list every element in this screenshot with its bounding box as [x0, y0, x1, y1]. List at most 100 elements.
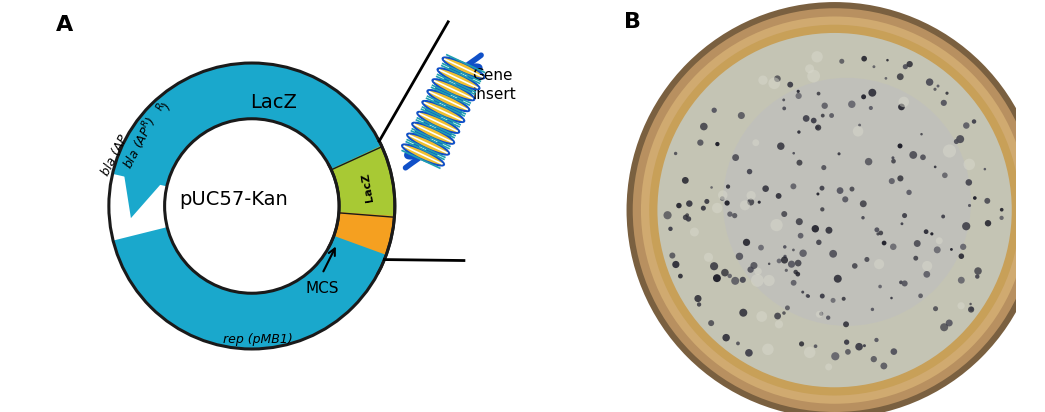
- Polygon shape: [332, 212, 395, 260]
- Circle shape: [768, 77, 781, 89]
- Circle shape: [783, 107, 786, 110]
- Circle shape: [899, 281, 903, 284]
- Circle shape: [785, 305, 790, 310]
- Circle shape: [845, 349, 851, 355]
- Circle shape: [751, 274, 764, 287]
- Circle shape: [758, 201, 761, 204]
- Circle shape: [882, 241, 886, 246]
- Text: bla (AP$^R$): bla (AP$^R$): [120, 114, 161, 172]
- Circle shape: [963, 122, 970, 129]
- Circle shape: [796, 218, 803, 225]
- Circle shape: [747, 267, 753, 273]
- Circle shape: [924, 271, 930, 278]
- Circle shape: [743, 239, 750, 246]
- Circle shape: [933, 88, 936, 91]
- Circle shape: [795, 272, 800, 276]
- Circle shape: [820, 294, 825, 299]
- Circle shape: [704, 253, 713, 262]
- Circle shape: [968, 204, 971, 207]
- Circle shape: [747, 199, 754, 206]
- Circle shape: [890, 243, 897, 250]
- Circle shape: [861, 216, 864, 220]
- Circle shape: [739, 309, 747, 317]
- Circle shape: [721, 269, 728, 276]
- Circle shape: [686, 213, 689, 217]
- Circle shape: [799, 341, 805, 346]
- Circle shape: [890, 297, 892, 299]
- Circle shape: [804, 346, 815, 358]
- Circle shape: [940, 100, 947, 106]
- Circle shape: [890, 348, 898, 355]
- Circle shape: [870, 308, 874, 311]
- Circle shape: [999, 216, 1003, 220]
- Circle shape: [802, 290, 805, 294]
- Circle shape: [820, 207, 825, 211]
- Circle shape: [973, 196, 977, 200]
- Polygon shape: [330, 143, 393, 191]
- Circle shape: [957, 302, 965, 309]
- Polygon shape: [333, 187, 387, 255]
- Circle shape: [704, 199, 710, 204]
- Circle shape: [934, 246, 940, 253]
- Circle shape: [701, 206, 705, 211]
- Circle shape: [921, 133, 923, 136]
- Circle shape: [694, 295, 701, 302]
- Circle shape: [776, 259, 782, 263]
- Circle shape: [627, 2, 1043, 412]
- Circle shape: [881, 363, 887, 370]
- Circle shape: [968, 307, 974, 313]
- Circle shape: [672, 261, 679, 268]
- Circle shape: [670, 253, 675, 259]
- Circle shape: [774, 313, 781, 319]
- Circle shape: [966, 179, 972, 186]
- Circle shape: [942, 173, 948, 178]
- Circle shape: [682, 177, 689, 184]
- Circle shape: [906, 61, 913, 67]
- Circle shape: [686, 216, 691, 222]
- Circle shape: [783, 245, 787, 249]
- Circle shape: [826, 227, 833, 234]
- Circle shape: [891, 156, 895, 159]
- Circle shape: [972, 119, 976, 124]
- Circle shape: [793, 270, 798, 274]
- Circle shape: [850, 187, 855, 192]
- Circle shape: [811, 118, 816, 124]
- Circle shape: [754, 268, 762, 275]
- Circle shape: [874, 259, 884, 269]
- Ellipse shape: [422, 101, 464, 122]
- Circle shape: [898, 103, 905, 110]
- Circle shape: [632, 8, 1037, 412]
- Circle shape: [960, 244, 967, 250]
- Circle shape: [713, 274, 721, 282]
- Text: A: A: [55, 14, 73, 35]
- Circle shape: [868, 89, 877, 97]
- Circle shape: [984, 198, 991, 204]
- Circle shape: [834, 275, 842, 283]
- Text: LacZ: LacZ: [250, 94, 297, 112]
- Circle shape: [843, 321, 849, 327]
- Circle shape: [690, 227, 699, 236]
- Circle shape: [884, 77, 887, 80]
- Circle shape: [747, 169, 752, 174]
- Circle shape: [815, 124, 821, 131]
- Circle shape: [849, 101, 856, 108]
- Circle shape: [920, 154, 926, 160]
- Circle shape: [879, 231, 883, 235]
- Circle shape: [759, 75, 768, 85]
- Circle shape: [819, 312, 823, 316]
- Circle shape: [668, 227, 673, 231]
- Circle shape: [740, 200, 750, 211]
- Polygon shape: [331, 145, 395, 221]
- Circle shape: [903, 64, 908, 69]
- Circle shape: [795, 260, 802, 267]
- Ellipse shape: [417, 112, 459, 133]
- Circle shape: [821, 165, 827, 170]
- Circle shape: [736, 253, 743, 260]
- Circle shape: [676, 203, 681, 208]
- Circle shape: [958, 253, 965, 259]
- Circle shape: [855, 343, 863, 351]
- Circle shape: [736, 342, 740, 345]
- Circle shape: [791, 280, 796, 286]
- Circle shape: [775, 193, 782, 199]
- Text: rep (pMB1): rep (pMB1): [223, 333, 293, 346]
